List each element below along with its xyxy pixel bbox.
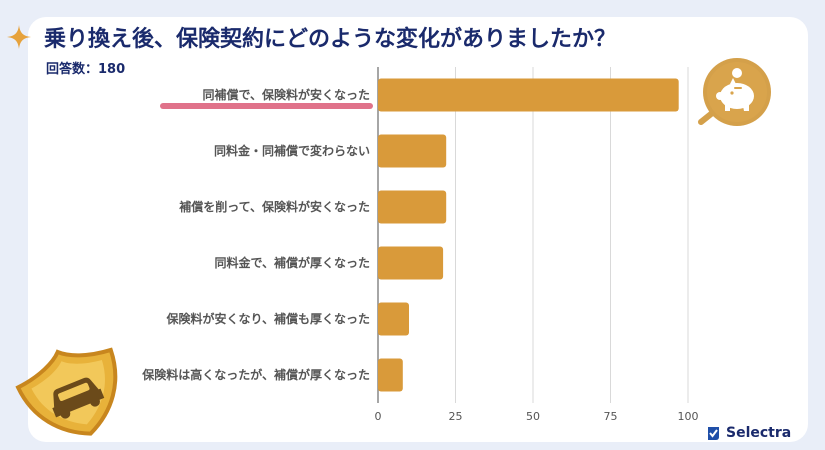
category-label: 補償を削って、保険料が安くなった <box>178 199 370 214</box>
bar <box>378 358 403 392</box>
brand-name: Selectra <box>726 425 792 441</box>
category-label: 同料金・同補償で変わらない <box>214 143 370 158</box>
x-tick-label: 75 <box>604 410 618 423</box>
sparkle-icon <box>7 25 31 49</box>
bar <box>378 190 447 224</box>
highlight-underline <box>160 103 373 109</box>
selectra-logo: Selectra <box>706 425 791 441</box>
x-tick-label: 25 <box>449 410 463 423</box>
bar <box>378 246 444 280</box>
x-tick-label: 100 <box>678 410 699 423</box>
chart-title: 乗り換え後、保険契約にどのような変化がありましたか？ <box>44 27 617 52</box>
category-label: 保険料が安くなり、補償も厚くなった <box>165 311 370 326</box>
bar <box>378 302 409 336</box>
bar <box>378 134 447 168</box>
x-tick-label: 0 <box>375 410 382 423</box>
piggy-bank-icon <box>698 58 771 126</box>
response-count: 回答数：180 <box>46 62 126 77</box>
bar <box>378 78 679 112</box>
category-label: 同補償で、保険料が安くなった <box>202 87 370 102</box>
category-label: 保険料は高くなったが、補償が厚くなった <box>141 367 370 382</box>
selectra-logo-icon <box>708 426 719 440</box>
car-shield-icon <box>15 347 118 436</box>
x-tick-label: 50 <box>526 410 540 423</box>
category-label: 同料金で、補償が厚くなった <box>214 255 370 270</box>
